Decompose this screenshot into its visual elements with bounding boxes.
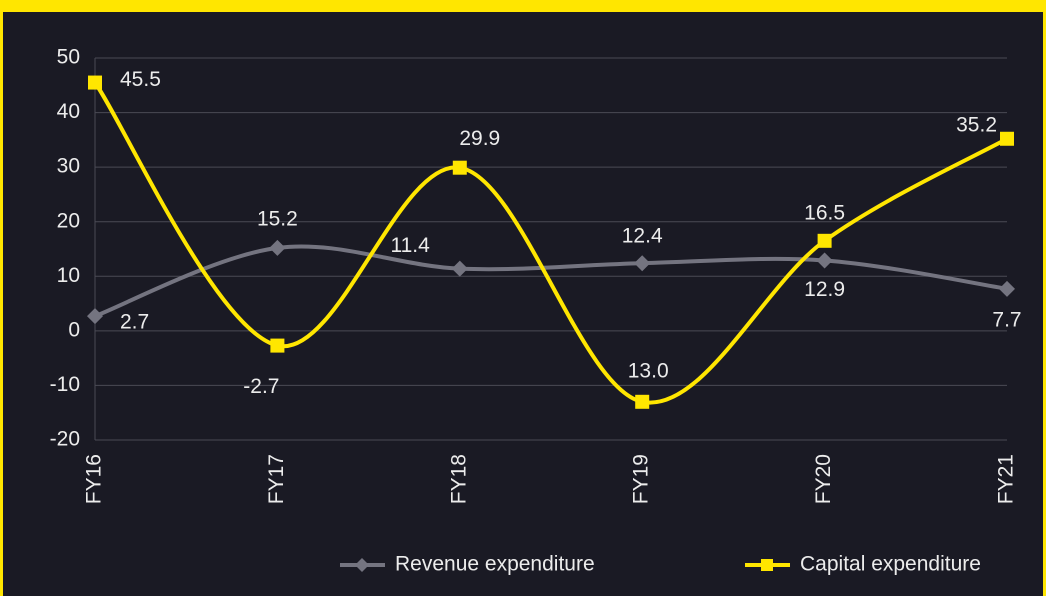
- y-tick-label: -10: [50, 373, 80, 396]
- top-bar: [0, 0, 1046, 12]
- marker: [635, 394, 650, 409]
- y-tick-label: 0: [68, 318, 80, 341]
- data-label: 35.2: [956, 113, 997, 136]
- data-label: 45.5: [120, 68, 161, 91]
- x-tick-label: FY17: [265, 454, 288, 504]
- marker: [634, 255, 651, 272]
- marker: [999, 280, 1015, 297]
- data-label: -2.7: [243, 375, 279, 398]
- data-label: 11.4: [390, 234, 430, 257]
- marker: [452, 160, 467, 175]
- data-label: 12.9: [804, 278, 845, 301]
- marker: [269, 239, 286, 256]
- marker: [270, 338, 285, 353]
- legend-label: Capital expenditure: [800, 553, 981, 576]
- x-tick-label: FY19: [630, 454, 653, 504]
- x-tick-label: FY18: [447, 454, 470, 504]
- x-tick-label: FY20: [812, 454, 835, 504]
- y-tick-label: 20: [57, 209, 80, 232]
- marker: [451, 260, 468, 277]
- y-tick-label: 30: [57, 155, 80, 178]
- right-border: [1043, 0, 1046, 596]
- y-tick-label: 10: [57, 264, 80, 287]
- data-label: 16.5: [804, 201, 845, 224]
- left-border: [0, 0, 3, 596]
- marker: [88, 75, 102, 90]
- data-label: 2.7: [120, 311, 149, 334]
- marker: [1000, 131, 1014, 146]
- marker: [817, 233, 832, 248]
- legend-marker: [355, 558, 369, 572]
- marker: [816, 252, 833, 269]
- x-tick-label: FY21: [995, 454, 1018, 504]
- data-label: 7.7: [992, 308, 1021, 331]
- data-label: 12.4: [622, 225, 663, 248]
- data-label: 13.0: [628, 359, 669, 382]
- y-tick-label: 40: [57, 100, 80, 123]
- legend-marker: [761, 559, 773, 571]
- data-label: 15.2: [257, 207, 298, 230]
- y-tick-label: 50: [57, 46, 80, 69]
- x-tick-label: FY16: [83, 454, 106, 504]
- legend-label: Revenue expenditure: [395, 553, 595, 576]
- y-tick-label: -20: [50, 428, 80, 451]
- marker: [87, 308, 103, 325]
- data-label: 29.9: [459, 127, 500, 150]
